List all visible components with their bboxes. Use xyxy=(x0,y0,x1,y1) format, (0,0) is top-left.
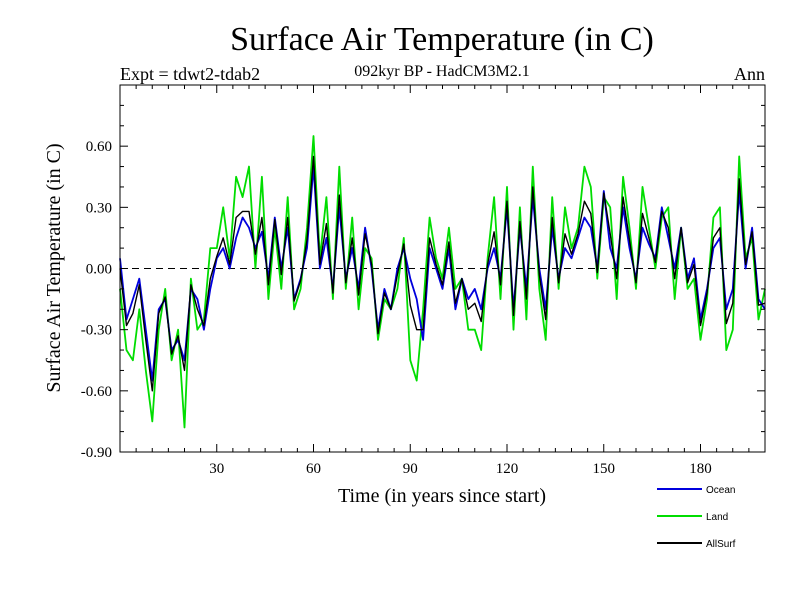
chart-title: Surface Air Temperature (in C) xyxy=(230,21,654,58)
y-tick-label: 0.00 xyxy=(86,262,112,278)
y-tick-label: -0.60 xyxy=(81,384,112,400)
x-tick-label: 120 xyxy=(496,461,519,477)
x-axis-label: Time (in years since start) xyxy=(338,485,546,507)
y-tick-label: 0.30 xyxy=(86,200,112,216)
x-tick-label: 30 xyxy=(209,461,224,477)
series-line-allsurf xyxy=(119,155,766,392)
legend-label-allsurf: AllSurf xyxy=(706,539,736,550)
x-tick-label: 90 xyxy=(403,461,418,477)
season-label: Ann xyxy=(734,64,765,84)
y-tick-label: 0.60 xyxy=(86,139,112,155)
experiment-label: Expt = tdwt2-tdab2 xyxy=(120,64,260,84)
series-line-land xyxy=(119,135,766,429)
x-tick-label: 180 xyxy=(689,461,712,477)
x-tick-label: 60 xyxy=(306,461,321,477)
plot-area: 30 60 90 120 150 180 -0.90 -0.60 -0.30 0.00 0.30 0.… xyxy=(81,84,766,477)
chart-subtitle: 092kyr BP - HadCM3M2.1 xyxy=(354,63,529,80)
legend-label-land: Land xyxy=(706,512,728,523)
y-tick-label: -0.90 xyxy=(81,445,112,461)
x-tick-label: 150 xyxy=(593,461,616,477)
legend-label-ocean: Ocean xyxy=(706,485,735,496)
legend: Ocean Land AllSurf xyxy=(657,485,736,550)
y-axis-label: Surface Air Temperature (in C) xyxy=(43,143,65,392)
y-tick-label: -0.30 xyxy=(81,323,112,339)
